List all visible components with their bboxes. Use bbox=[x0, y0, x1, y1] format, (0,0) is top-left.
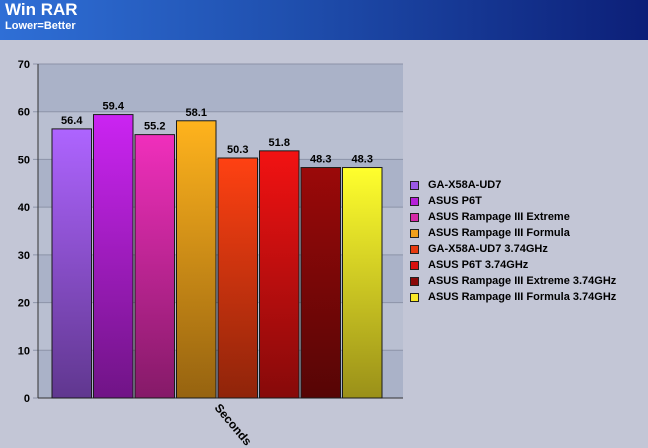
data-label: 48.3 bbox=[352, 154, 373, 166]
data-label: 56.4 bbox=[61, 115, 83, 127]
plot-band bbox=[38, 64, 403, 112]
legend-item: GA-X58A-UD7 bbox=[410, 177, 646, 193]
y-tick-label: 60 bbox=[18, 107, 30, 119]
legend-swatch bbox=[410, 228, 419, 238]
data-label: 59.4 bbox=[103, 101, 125, 113]
bar-3 bbox=[134, 134, 175, 399]
data-label: 55.2 bbox=[144, 121, 165, 133]
legend-swatch bbox=[410, 196, 419, 206]
legend-item: GA-X58A-UD7 3.74GHz bbox=[410, 241, 646, 257]
chart-title: Win RAR bbox=[5, 0, 78, 19]
bar-2 bbox=[93, 114, 134, 399]
bar-6 bbox=[259, 150, 300, 399]
legend-item: ASUS Rampage III Formula 3.74GHz bbox=[410, 289, 646, 305]
data-label: 50.3 bbox=[227, 144, 248, 156]
y-tick-label: 30 bbox=[18, 250, 30, 262]
legend-label: ASUS Rampage III Extreme 3.74GHz bbox=[428, 275, 617, 287]
legend-item: ASUS P6T bbox=[410, 193, 646, 209]
legend-item: ASUS P6T 3.74GHz bbox=[410, 257, 646, 273]
legend-swatch bbox=[410, 292, 419, 302]
y-tick-label: 10 bbox=[18, 345, 30, 357]
legend-label: ASUS P6T 3.74GHz bbox=[428, 259, 529, 271]
data-label: 51.8 bbox=[269, 137, 290, 149]
legend-item: ASUS Rampage III Extreme bbox=[410, 209, 646, 225]
legend-label: ASUS Rampage III Formula bbox=[428, 227, 570, 239]
chart-header: Win RAR Lower=Better bbox=[0, 0, 648, 40]
legend-label: GA-X58A-UD7 bbox=[428, 179, 502, 191]
bar-8 bbox=[342, 167, 383, 399]
legend: GA-X58A-UD7 ASUS P6T ASUS Rampage III Extr… bbox=[410, 177, 646, 305]
bar-5 bbox=[217, 157, 258, 399]
legend-swatch bbox=[410, 180, 419, 190]
legend-label: ASUS Rampage III Extreme bbox=[428, 211, 570, 223]
y-tick-label: 20 bbox=[18, 298, 30, 310]
legend-label: ASUS P6T bbox=[428, 195, 482, 207]
chart-subtitle: Lower=Better bbox=[5, 20, 76, 32]
x-category-label: Seconds bbox=[212, 401, 255, 448]
bar-4 bbox=[176, 120, 217, 399]
legend-swatch bbox=[410, 212, 419, 222]
legend-swatch bbox=[410, 244, 419, 254]
y-tick-label: 50 bbox=[18, 154, 30, 166]
legend-label: ASUS Rampage III Formula 3.74GHz bbox=[428, 291, 617, 303]
legend-label: GA-X58A-UD7 3.74GHz bbox=[428, 243, 548, 255]
y-tick-label: 0 bbox=[24, 393, 30, 405]
y-tick-label: 40 bbox=[18, 202, 30, 214]
bar-1 bbox=[51, 128, 92, 399]
y-tick-label: 70 bbox=[18, 59, 30, 71]
legend-swatch bbox=[410, 260, 419, 270]
legend-swatch bbox=[410, 276, 419, 286]
bar-7 bbox=[300, 167, 341, 399]
data-label: 48.3 bbox=[310, 154, 331, 166]
data-label: 58.1 bbox=[186, 107, 207, 119]
legend-item: ASUS Rampage III Extreme 3.74GHz bbox=[410, 273, 646, 289]
legend-item: ASUS Rampage III Formula bbox=[410, 225, 646, 241]
plot-band bbox=[38, 111, 403, 160]
